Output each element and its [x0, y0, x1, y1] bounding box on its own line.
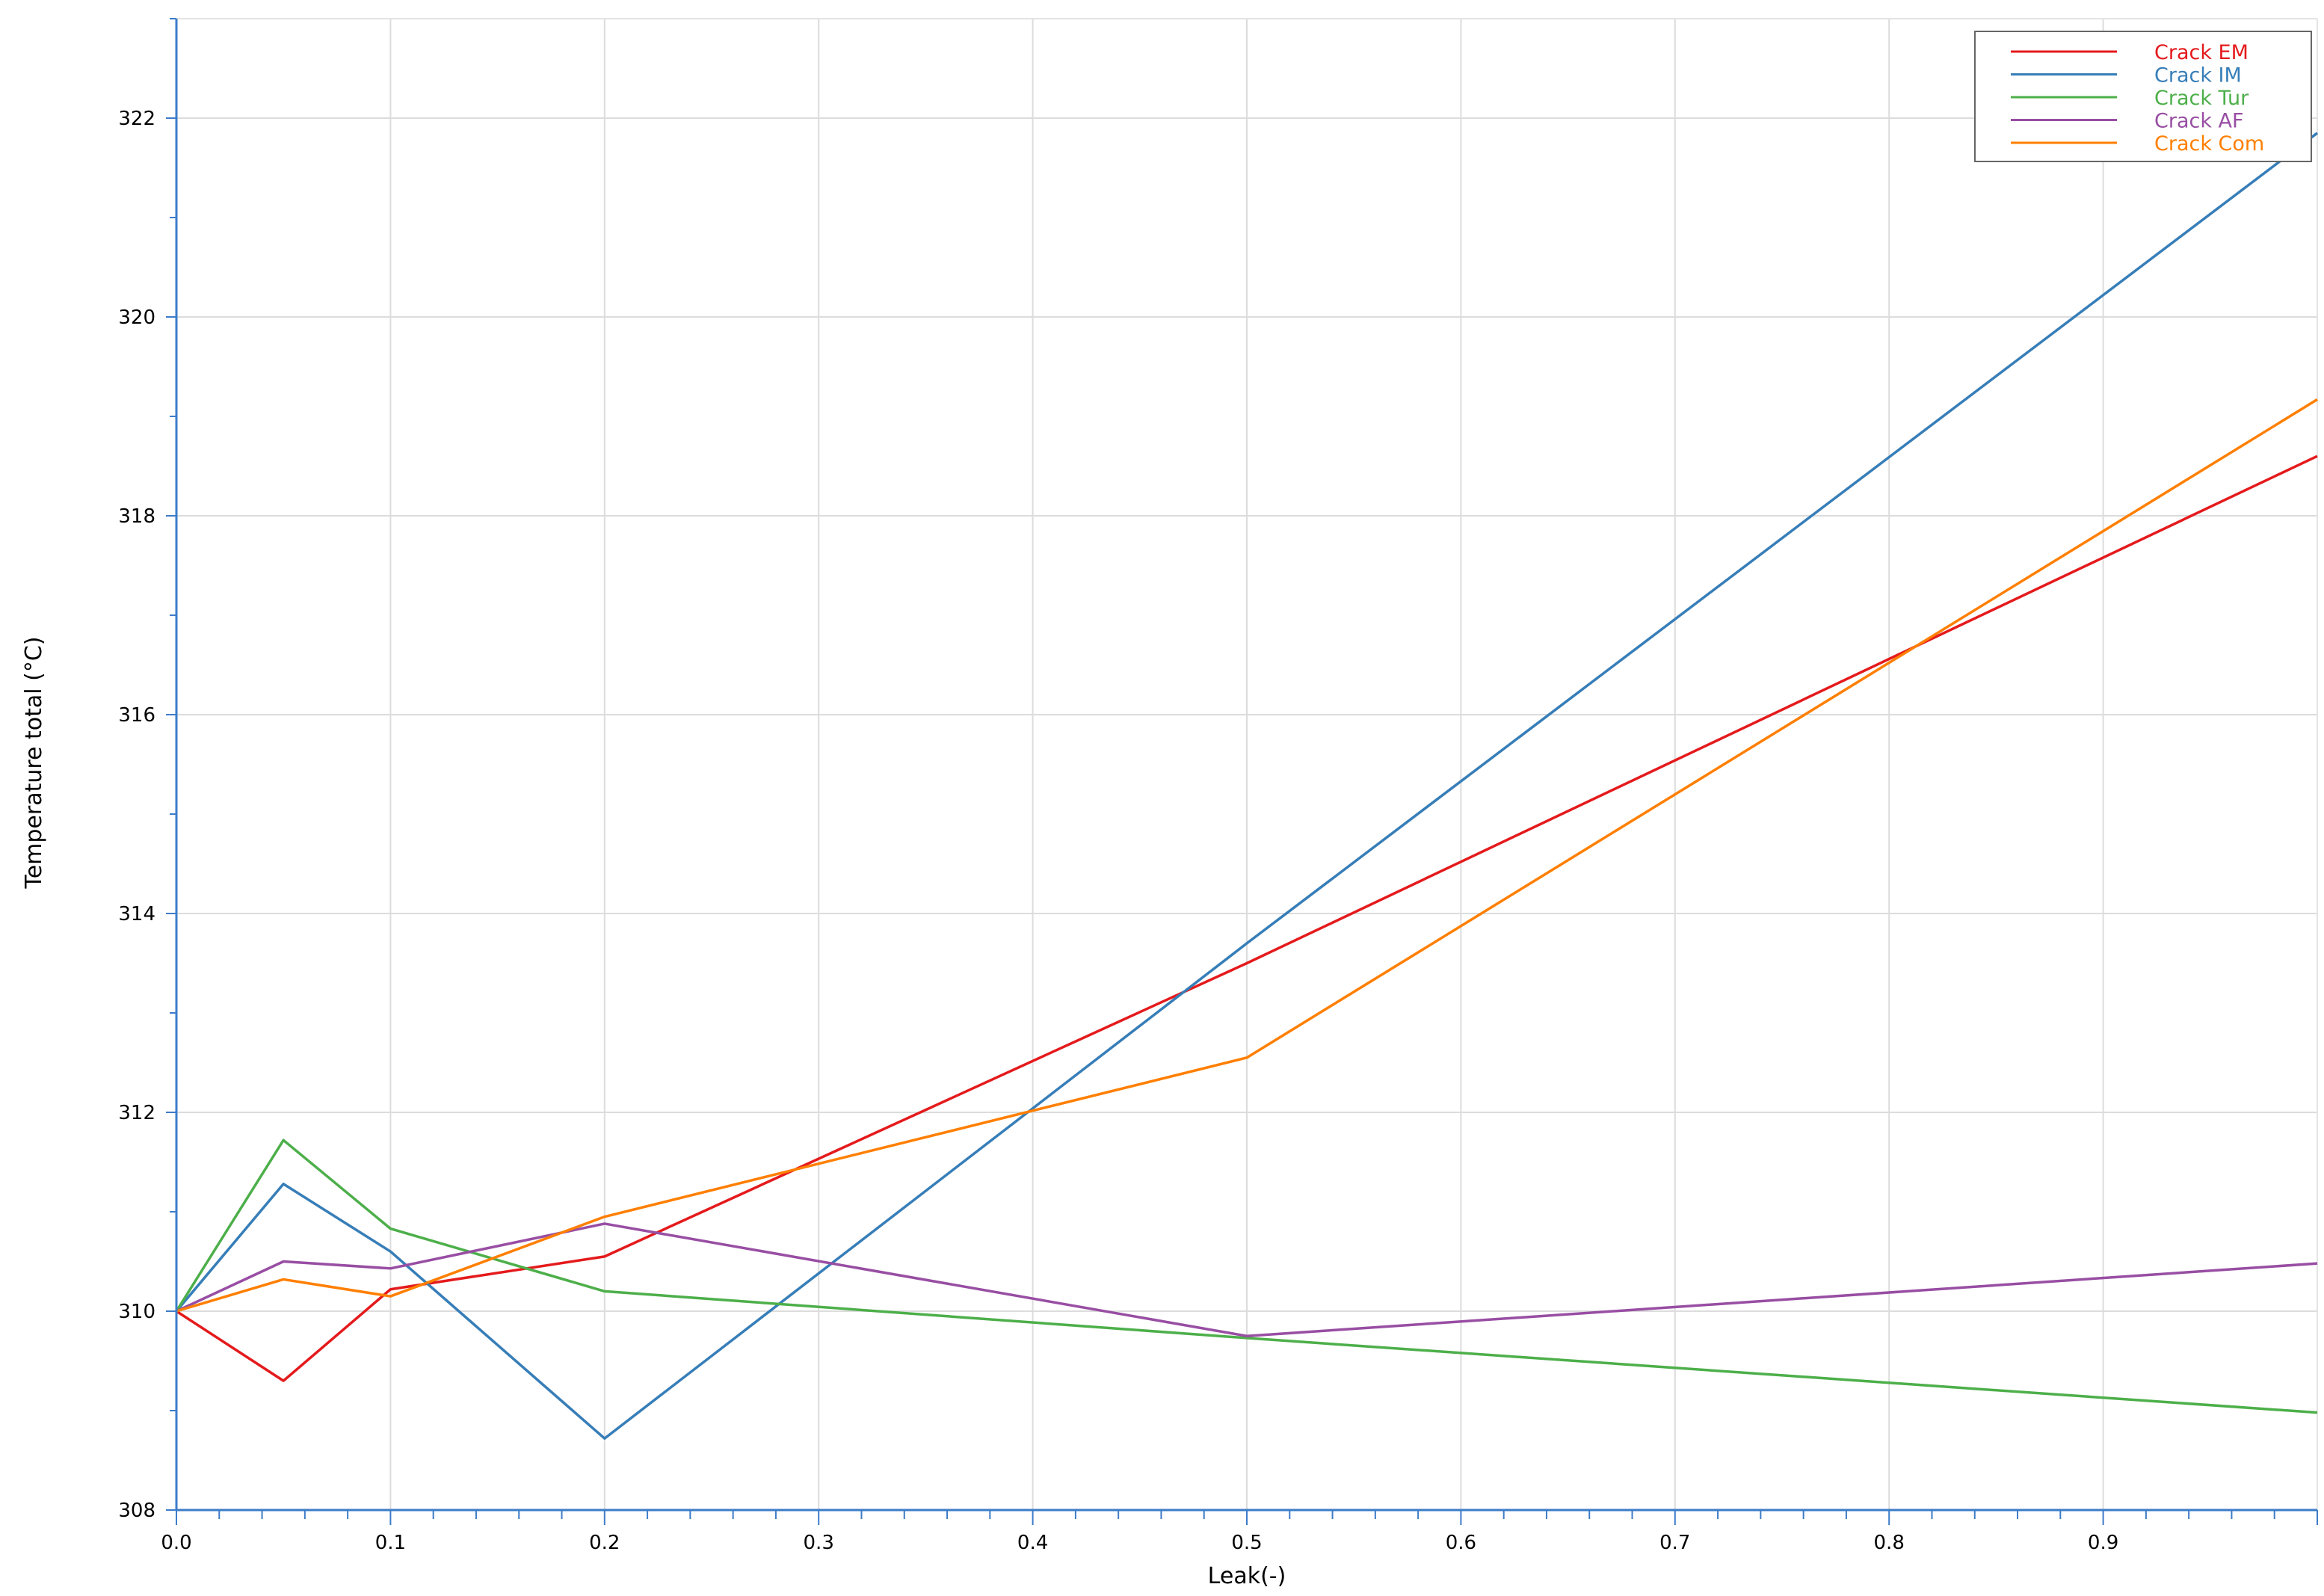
x-tick-label: 0.1: [375, 1532, 406, 1554]
y-tick-label: 316: [118, 704, 155, 727]
tick-labels: 0.0 0.1 0.2 0.3 0.4 0.5 0.6 0.7 0.8 0.9 308 310 312 3…: [118, 108, 2118, 1554]
y-tick-label: 322: [118, 108, 155, 130]
grid: [176, 18, 2318, 1510]
series-lines: [175, 132, 2319, 1440]
x-tick-label: 0.0: [161, 1532, 191, 1554]
legend-label: Crack AF: [2154, 110, 2244, 133]
y-tick-label: 308: [118, 1500, 155, 1522]
series-line: [176, 1222, 2318, 1337]
axes: [166, 18, 2318, 1525]
y-tick-label: 320: [118, 306, 155, 329]
legend-label: Crack Tur: [2154, 87, 2249, 110]
x-axis-title: Leak(-): [1208, 1563, 1286, 1589]
x-tick-label: 0.3: [804, 1532, 834, 1554]
legend-label: Crack IM: [2154, 64, 2242, 87]
series-line: [176, 455, 2318, 1382]
x-tick-label: 0.2: [589, 1532, 620, 1554]
x-tick-label: 0.4: [1017, 1532, 1048, 1554]
x-tick-label: 0.8: [1874, 1532, 1905, 1554]
legend-label: Crack Com: [2154, 132, 2264, 155]
y-tick-label: 310: [118, 1301, 155, 1323]
y-tick-label: 318: [118, 505, 155, 528]
y-tick-label: 314: [118, 903, 155, 925]
x-tick-label: 0.9: [2088, 1532, 2118, 1554]
x-tick-label: 0.7: [1659, 1532, 1690, 1554]
legend-label: Crack EM: [2154, 41, 2249, 64]
series-line: [175, 132, 2319, 1440]
y-tick-label: 312: [118, 1102, 155, 1124]
series-line: [176, 398, 2318, 1313]
y-axis-title: Temperature total (°C): [21, 636, 47, 889]
series-line: [175, 1139, 2318, 1414]
x-tick-label: 0.5: [1231, 1532, 1262, 1554]
x-tick-label: 0.6: [1446, 1532, 1476, 1554]
